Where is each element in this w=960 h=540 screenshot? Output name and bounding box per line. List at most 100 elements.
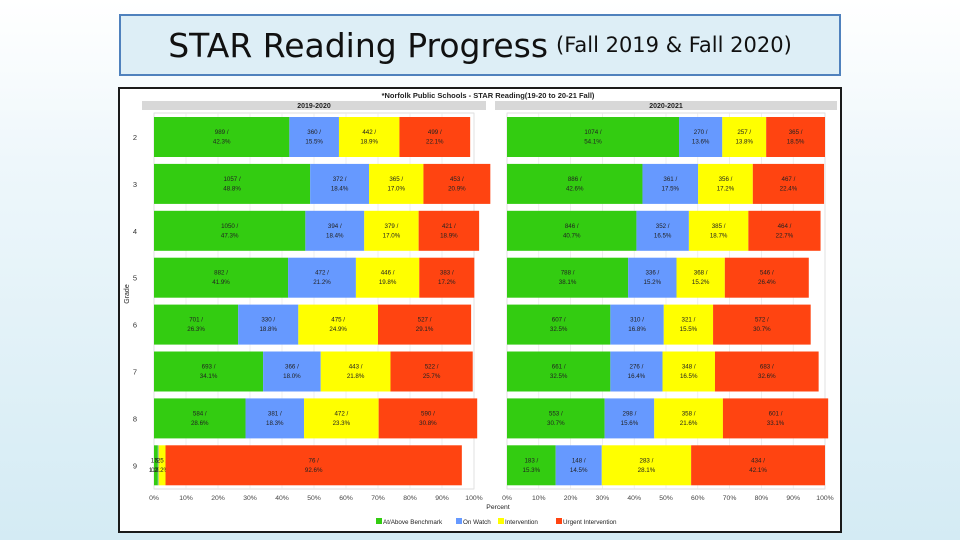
- data-label: 421 /: [442, 223, 456, 230]
- data-label: 886 /: [568, 176, 582, 183]
- data-label: 276 /: [630, 364, 644, 371]
- bar-segment: [263, 351, 321, 392]
- x-tick-label: 0%: [502, 495, 512, 502]
- data-label: 15.3%: [523, 467, 541, 474]
- data-label: 18.7%: [710, 232, 728, 239]
- data-label: 1050 /: [221, 223, 238, 230]
- data-label: 42.6%: [566, 185, 584, 192]
- bar-segment: [288, 257, 356, 298]
- data-label: 321 /: [682, 317, 696, 324]
- bar-segment: [158, 445, 166, 486]
- data-label: 22.7%: [776, 232, 794, 239]
- data-label: 701 /: [189, 317, 203, 324]
- data-label: 0.2%: [151, 467, 166, 474]
- data-label: 18.5%: [787, 139, 805, 146]
- x-tick-label: 80%: [755, 495, 769, 502]
- bar-segment: [748, 210, 821, 251]
- bar-segment: [662, 351, 715, 392]
- data-label: 882 /: [214, 270, 228, 277]
- data-label: 32.6%: [758, 373, 776, 380]
- data-label: 47.3%: [221, 232, 239, 239]
- bar-segment: [507, 445, 556, 486]
- data-label: 467 /: [782, 176, 796, 183]
- bar-segment: [305, 210, 365, 251]
- data-label: 28.1%: [638, 467, 656, 474]
- data-label: 18.0%: [283, 373, 301, 380]
- bar-segment: [722, 117, 767, 157]
- data-label: 434 /: [751, 457, 765, 464]
- data-label: 572 /: [755, 317, 769, 324]
- chart-frame: *Norfolk Public Schools - STAR Reading(1…: [118, 87, 842, 533]
- data-label: 1074 /: [584, 129, 601, 136]
- data-label: 41.9%: [212, 279, 230, 286]
- data-label: 13.8%: [735, 139, 753, 146]
- bar-segment: [157, 445, 159, 486]
- bar-segment: [154, 163, 311, 204]
- data-label: 381 /: [268, 410, 282, 417]
- bar-segment: [419, 257, 475, 298]
- data-label: 24.9%: [329, 326, 347, 333]
- data-label: 553 /: [549, 410, 563, 417]
- grade-label: 6: [133, 321, 137, 330]
- data-label: 21.2%: [313, 279, 331, 286]
- data-label: 365 /: [789, 129, 803, 136]
- bar-segment: [418, 210, 480, 251]
- bar-segment: [289, 117, 339, 157]
- bar-segment: [154, 445, 158, 486]
- data-label: 22.1%: [426, 139, 444, 146]
- bar-segment: [369, 163, 424, 204]
- bar-segment: [654, 398, 723, 439]
- bar-segment: [722, 398, 829, 439]
- bar-segment: [423, 163, 491, 204]
- data-label: 16.4%: [628, 373, 646, 380]
- data-label: 18.8%: [259, 326, 277, 333]
- data-label: 30.7%: [753, 326, 771, 333]
- data-label: 21.8%: [347, 373, 365, 380]
- bar-segment: [378, 398, 478, 439]
- data-label: 472 /: [334, 410, 348, 417]
- data-label: 21.6%: [680, 420, 698, 427]
- data-label: 356 /: [719, 176, 733, 183]
- bar-segment: [752, 163, 825, 204]
- data-label: 18.9%: [440, 232, 458, 239]
- title-subtitle: (Fall 2019 & Fall 2020): [556, 33, 792, 57]
- data-label: 989 /: [215, 129, 229, 136]
- data-label: 361 /: [663, 176, 677, 183]
- data-label: 5 /: [155, 457, 162, 464]
- bar-segment: [555, 445, 602, 486]
- bar-segment: [628, 257, 677, 298]
- bar-segment: [610, 351, 663, 392]
- x-tick-label: 70%: [723, 495, 737, 502]
- chart-title: *Norfolk Public Schools - STAR Reading(1…: [382, 91, 595, 100]
- panel-header: [495, 101, 837, 110]
- data-label: 92.6%: [305, 467, 323, 474]
- data-label: 464 /: [778, 223, 792, 230]
- bar-segment: [364, 210, 419, 251]
- bar-segment: [245, 398, 305, 439]
- data-label: 601 /: [769, 410, 783, 417]
- data-label: 16.5%: [654, 232, 672, 239]
- data-label: 446 /: [381, 270, 395, 277]
- data-label: 22.4%: [780, 185, 798, 192]
- data-label: 183 /: [524, 457, 538, 464]
- x-tick-label: 40%: [627, 495, 641, 502]
- data-label: 394 /: [328, 223, 342, 230]
- legend-swatch: [456, 518, 462, 524]
- x-tick-label: 60%: [339, 495, 353, 502]
- data-label: 15.5%: [680, 326, 698, 333]
- data-label: 17.5%: [662, 185, 680, 192]
- bar-segment: [688, 210, 749, 251]
- x-tick-label: 10%: [179, 495, 193, 502]
- bar-segment: [355, 257, 420, 298]
- panel-title: 2020-2021: [649, 103, 683, 110]
- grade-label: 9: [133, 461, 137, 470]
- data-label: 348 /: [682, 364, 696, 371]
- data-label: 360 /: [307, 129, 321, 136]
- bar-segment: [636, 210, 689, 251]
- data-label: 42.1%: [749, 467, 767, 474]
- data-label: 846 /: [565, 223, 579, 230]
- grade-label: 4: [133, 227, 137, 236]
- x-tick-label: 30%: [243, 495, 257, 502]
- bar-segment: [399, 117, 471, 157]
- bar-segment: [507, 304, 611, 345]
